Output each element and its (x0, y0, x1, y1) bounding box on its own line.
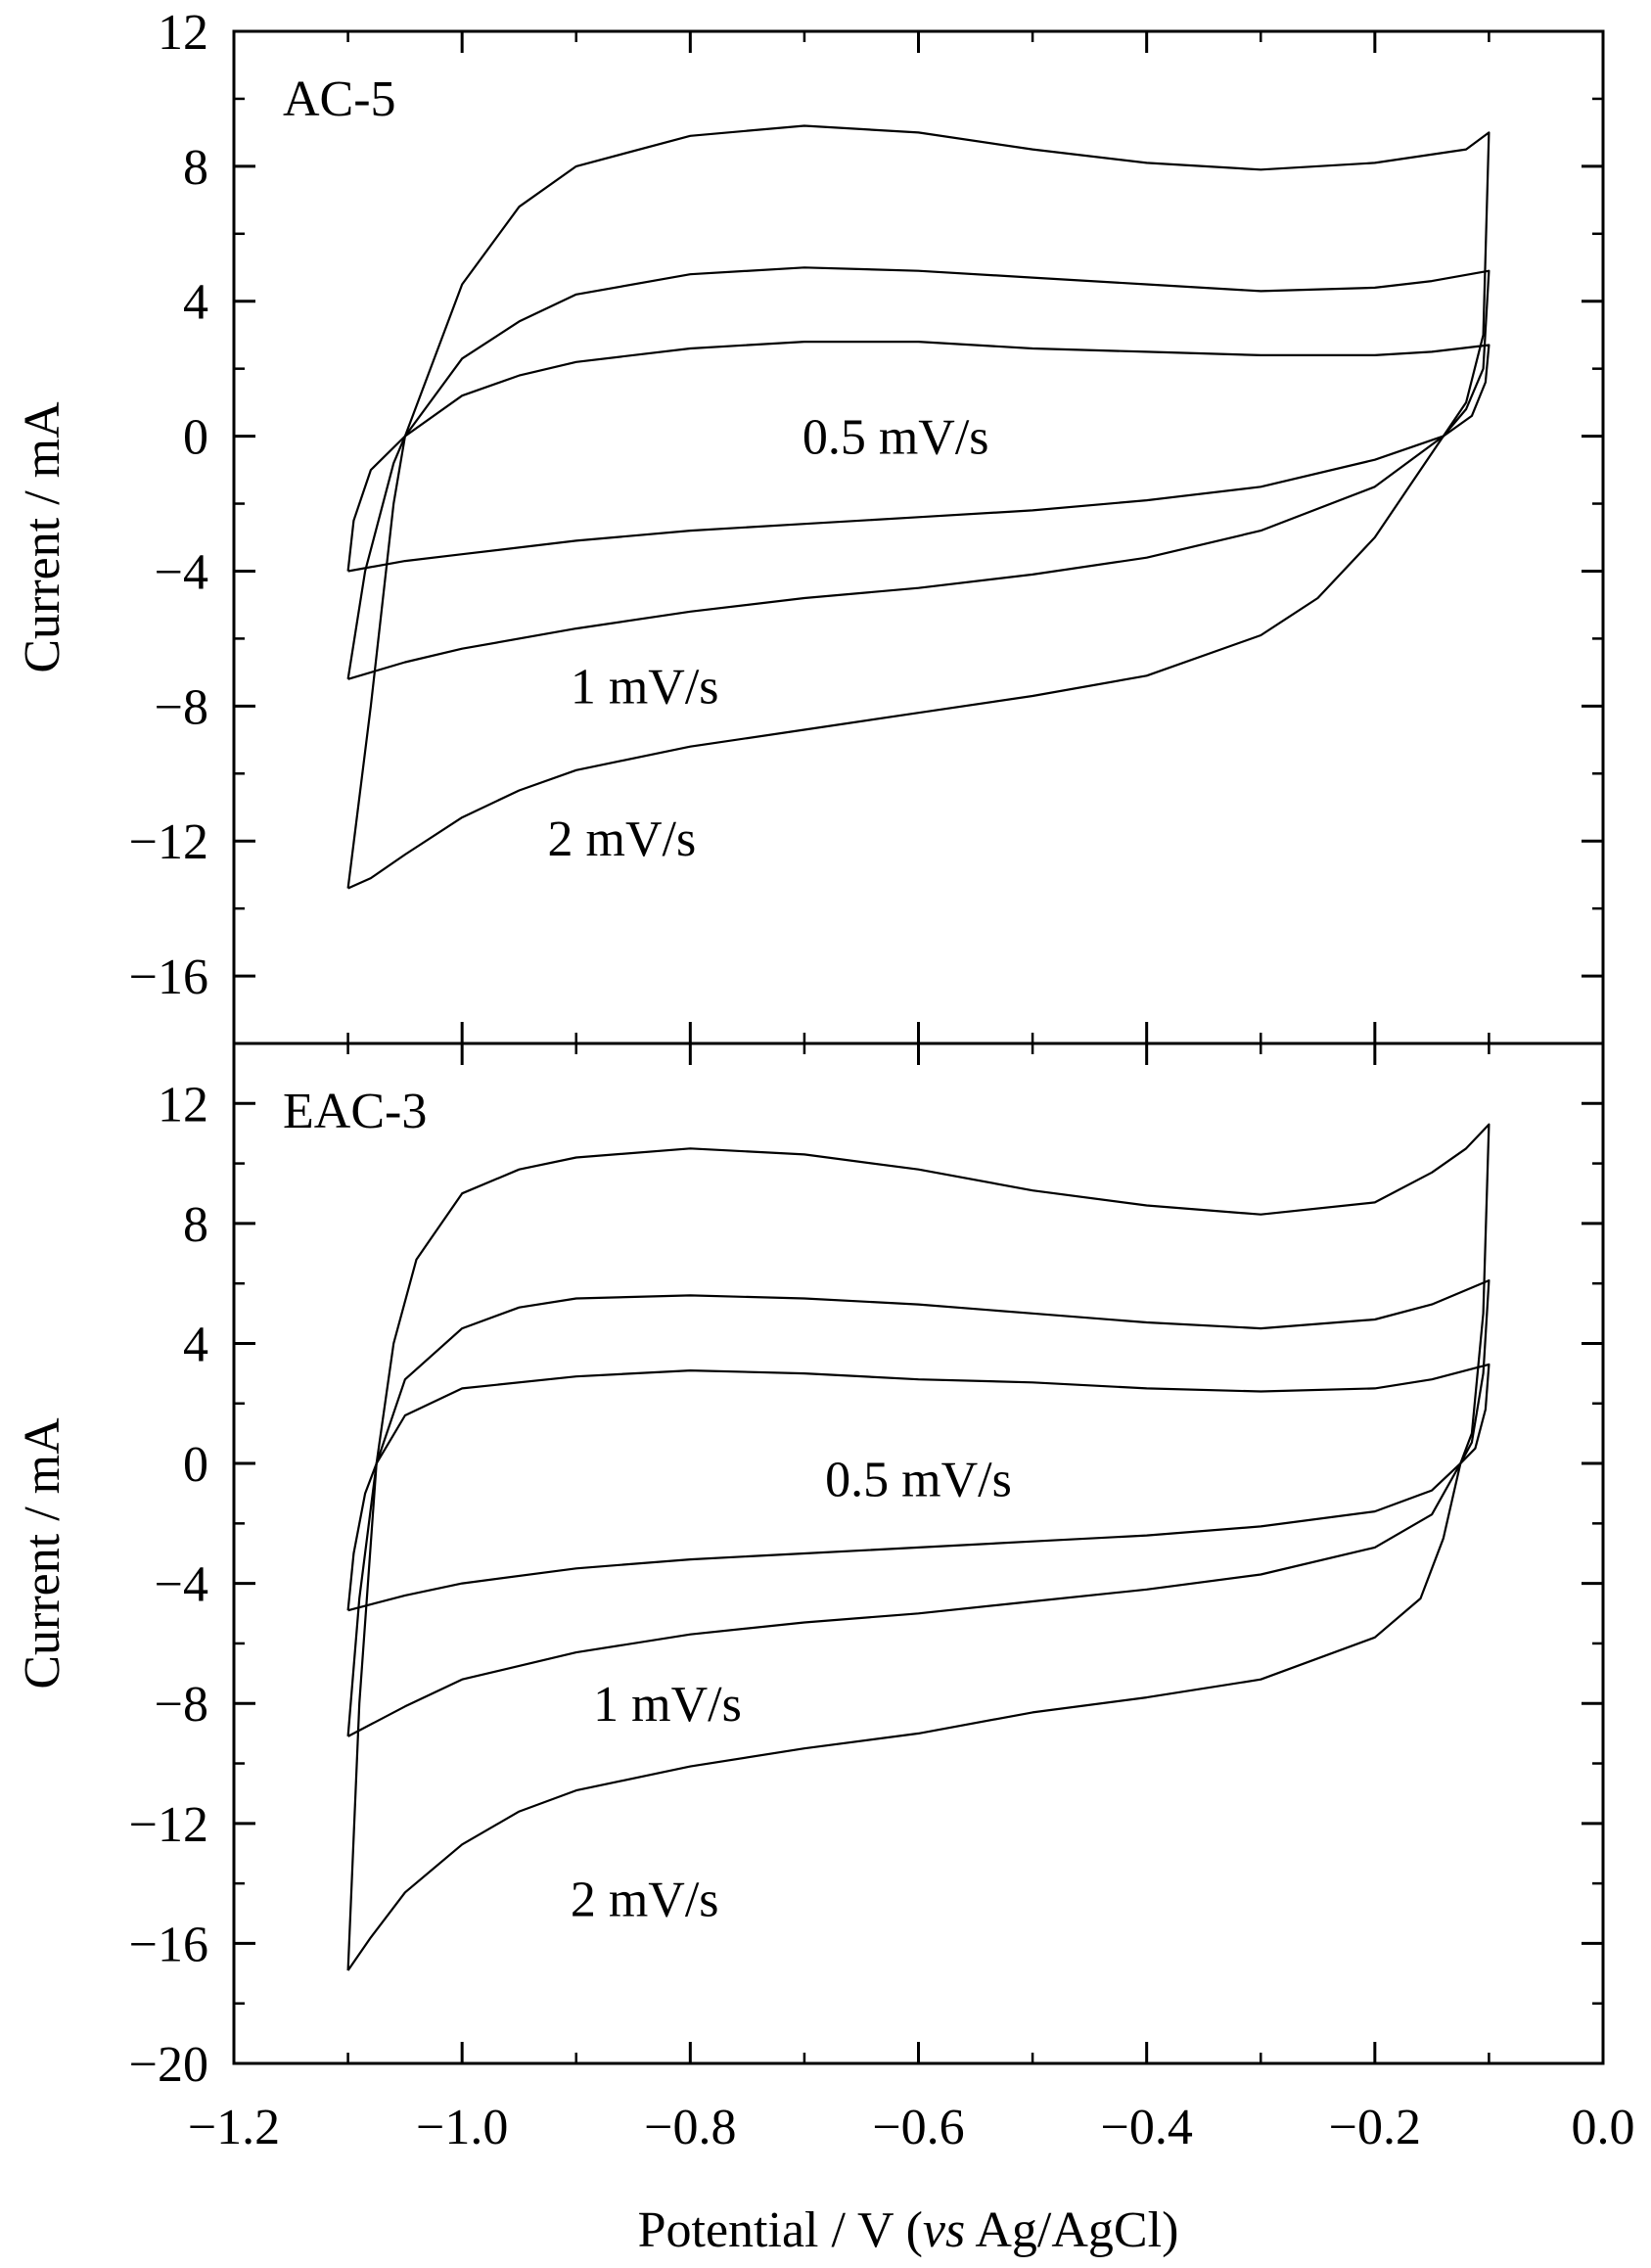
cv-loop-0-5-mv-s (346, 1363, 1490, 1612)
y-tick-label: 8 (183, 140, 208, 196)
y-tick-label: −8 (155, 679, 208, 735)
y-tick-label: 4 (183, 275, 208, 331)
x-axis-label: Potential / V (vs Ag/AgCl) (638, 2202, 1179, 2258)
scan-rate-annotation: 0.5 mV/s (825, 1452, 1012, 1507)
cv-loop-1-mv-s (346, 1279, 1490, 1737)
x-tick-label: −0.8 (644, 2100, 736, 2155)
y-axis-label: Current / mA (15, 1417, 70, 1689)
y-tick-label: −16 (129, 1917, 208, 1972)
y-tick-label: 12 (158, 5, 208, 61)
y-tick-label: −8 (155, 1677, 208, 1733)
panel-label: EAC-3 (283, 1084, 427, 1139)
y-axis-label: Current / mA (15, 401, 70, 673)
scan-rate-annotation: 2 mV/s (548, 811, 697, 867)
plot-frame (232, 29, 1605, 1045)
y-tick-label: 8 (183, 1197, 208, 1253)
scan-rate-annotation: 1 mV/s (593, 1677, 742, 1733)
panel-ac-5: −16 −12 −8 −4 0 4 8 12 Current / mA AC-5 0.5 mV/s 1… (15, 5, 1605, 1045)
x-axis-label-part-2: Ag/AgCl) (965, 2202, 1178, 2258)
x-tick-label: −0.2 (1329, 2100, 1421, 2155)
x-tick-label: −1.0 (416, 2100, 508, 2155)
y-tick-label: −4 (155, 544, 208, 600)
y-tick-label: 0 (183, 410, 208, 466)
y-tick-label: 4 (183, 1317, 208, 1372)
scan-rate-annotation: 0.5 mV/s (803, 410, 989, 466)
panel-eac-3: −20 −16 −12 −8 −4 0 4 8 12 Current / mA EAC-3 0.5 m… (15, 1041, 1605, 2093)
x-axis-label-italic: vs (923, 2202, 965, 2258)
scan-rate-annotation: 1 mV/s (571, 660, 719, 716)
x-axis-label-part-1: Potential / V ( (638, 2202, 923, 2258)
y-tick-label: −4 (155, 1557, 208, 1613)
cv-loop-2-mv-s (346, 1123, 1490, 1971)
plot-frame (232, 1041, 1605, 2065)
x-tick-label: −0.6 (872, 2100, 964, 2155)
y-tick-label: −16 (129, 949, 208, 1005)
x-tick-label: 0.0 (1572, 2100, 1635, 2155)
y-tick-label: −20 (129, 2037, 208, 2093)
x-axis: −1.2 −1.0 −0.8 −0.6 −0.4 −0.2 0.0 (188, 2100, 1635, 2155)
panel-label: AC-5 (283, 71, 396, 127)
cv-loop-0-5-mv-s (346, 341, 1490, 573)
y-tick-label: −12 (129, 1797, 208, 1853)
x-tick-label: −0.4 (1101, 2100, 1193, 2155)
cv-loop-1-mv-s (346, 266, 1490, 680)
scan-rate-annotation: 2 mV/s (571, 1872, 719, 1927)
x-tick-label: −1.2 (188, 2100, 280, 2155)
y-tick-label: 12 (158, 1077, 208, 1133)
y-tick-label: 0 (183, 1437, 208, 1493)
y-tick-label: −12 (129, 814, 208, 870)
cv-loop-2-mv-s (346, 124, 1490, 890)
